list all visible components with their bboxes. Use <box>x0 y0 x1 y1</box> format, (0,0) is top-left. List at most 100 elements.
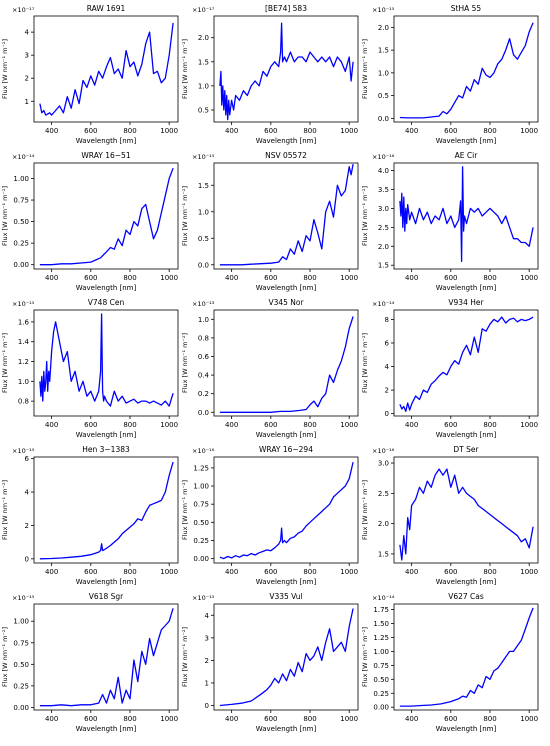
x-axis-label: Wavelength [nm] <box>436 137 497 145</box>
x-tick-label: 600 <box>84 421 97 429</box>
x-tick-label: 1000 <box>160 127 178 135</box>
y-tick-label: 2 <box>25 522 29 530</box>
y-tick-label: 0 <box>25 555 29 563</box>
x-tick-label: 1000 <box>160 274 178 282</box>
panel-title: V627 Cas <box>448 592 484 601</box>
y-tick-label: 0.75 <box>13 197 29 205</box>
series-line <box>399 607 534 707</box>
y-axis-label: Flux [W nm⁻¹ m⁻²] <box>361 186 369 246</box>
x-tick-label: 600 <box>444 421 457 429</box>
x-tick-label: 600 <box>84 127 97 135</box>
series-line <box>219 316 354 413</box>
x-axis-label: Wavelength [nm] <box>256 725 317 733</box>
y-tick-label: 4 <box>205 612 210 620</box>
series-line <box>39 461 174 560</box>
y-tick-label: 0.2 <box>198 390 209 398</box>
axes-frame <box>33 603 179 711</box>
y-multiplier: ×10⁻¹⁷ <box>12 6 35 14</box>
x-tick-label: 600 <box>264 568 277 576</box>
series-line <box>39 608 174 707</box>
x-tick-label: 400 <box>45 127 58 135</box>
y-tick-label: 0.8 <box>198 334 209 342</box>
panel-title: StHA 55 <box>451 4 482 13</box>
x-tick-label: 400 <box>225 568 238 576</box>
y-tick-label: 3.0 <box>378 460 389 468</box>
series-line <box>399 316 534 412</box>
y-multiplier: ×10⁻¹⁴ <box>12 153 35 161</box>
y-axis-label: Flux [W nm⁻¹ m⁻²] <box>181 39 189 99</box>
y-multiplier: ×10⁻¹⁵ <box>372 6 395 14</box>
x-tick-label: 400 <box>225 127 238 135</box>
y-tick-label: 1.5 <box>378 47 389 55</box>
y-axis-label: Flux [W nm⁻¹ m⁻²] <box>181 333 189 393</box>
x-tick-label: 800 <box>303 421 316 429</box>
y-tick-label: 0.75 <box>193 501 209 509</box>
y-tick-label: 0.00 <box>13 261 29 269</box>
series-line <box>399 468 534 561</box>
y-axis-label: Flux [W nm⁻¹ m⁻²] <box>181 186 189 246</box>
y-axis-label: Flux [W nm⁻¹ m⁻²] <box>1 39 9 99</box>
spectrum-panel: 400 600 800 1000 0 2 4 6 8 V934 Her ×10⁻¹⁴ Waveleng… <box>361 298 539 439</box>
y-tick-label: 4 <box>385 363 390 371</box>
y-tick-label: 1.0 <box>18 378 29 386</box>
x-tick-label: 400 <box>405 274 418 282</box>
x-tick-label: 800 <box>303 715 316 723</box>
y-tick-label: 0.5 <box>198 106 209 114</box>
x-tick-label: 1000 <box>340 421 358 429</box>
y-tick-label: 2.0 <box>378 520 389 528</box>
y-tick-label: 0.75 <box>13 639 29 647</box>
axes-frame <box>393 603 539 711</box>
y-multiplier: ×10⁻¹⁶ <box>372 447 395 455</box>
y-axis-label: Flux [W nm⁻¹ m⁻²] <box>1 333 9 393</box>
y-tick-label: 1.5 <box>198 58 209 66</box>
x-tick-label: 800 <box>123 127 136 135</box>
x-tick-label: 1000 <box>340 715 358 723</box>
y-multiplier: ×10⁻¹⁵ <box>192 153 215 161</box>
panel-title: V335 Vul <box>269 592 302 601</box>
y-tick-label: 0 <box>205 702 209 710</box>
y-tick-label: 6 <box>25 455 30 463</box>
x-tick-label: 800 <box>123 715 136 723</box>
axes-frame <box>393 309 539 417</box>
x-tick-label: 400 <box>225 274 238 282</box>
x-tick-label: 400 <box>45 568 58 576</box>
y-tick-label: 1.00 <box>13 175 29 183</box>
y-tick-label: 0.25 <box>13 240 29 248</box>
axes-frame <box>213 603 359 711</box>
y-tick-label: 0.50 <box>373 676 389 684</box>
y-tick-label: 1.75 <box>373 606 389 614</box>
panel-title: RAW 1691 <box>87 4 126 13</box>
y-tick-label: 1.4 <box>18 338 30 346</box>
y-axis-label: Flux [W nm⁻¹ m⁻²] <box>1 627 9 687</box>
y-tick-label: 0.75 <box>373 662 389 670</box>
y-tick-label: 2 <box>385 387 389 395</box>
axes-frame <box>33 309 179 417</box>
spectrum-panel: 400 600 800 1000 1.5 2.0 2.5 3.0 DT Ser ×10⁻¹⁶ Wav… <box>361 445 539 586</box>
x-tick-label: 800 <box>483 715 496 723</box>
x-tick-label: 1000 <box>520 127 538 135</box>
x-tick-label: 600 <box>264 127 277 135</box>
panel-title: Hen 3−1383 <box>82 445 130 454</box>
x-tick-label: 800 <box>123 421 136 429</box>
series-line <box>219 163 354 266</box>
x-tick-label: 600 <box>444 127 457 135</box>
y-tick-label: 0.0 <box>198 409 209 417</box>
y-tick-label: 0.8 <box>18 398 29 406</box>
y-tick-label: 3 <box>25 52 29 60</box>
x-tick-label: 1000 <box>520 421 538 429</box>
y-tick-label: 2 <box>25 75 29 83</box>
x-tick-label: 400 <box>225 421 238 429</box>
y-tick-label: 0.0 <box>198 261 209 269</box>
series-line <box>219 608 354 707</box>
x-tick-label: 400 <box>405 568 418 576</box>
y-multiplier: ×10⁻¹⁵ <box>12 594 35 602</box>
y-axis-label: Flux [W nm⁻¹ m⁻²] <box>361 39 369 99</box>
y-tick-label: 0.25 <box>13 682 29 690</box>
panel-title: V618 Sgr <box>89 592 124 601</box>
x-tick-label: 400 <box>45 274 58 282</box>
y-axis-label: Flux [W nm⁻¹ m⁻²] <box>1 480 9 540</box>
y-tick-label: 2.0 <box>198 34 209 42</box>
y-tick-label: 1.50 <box>373 620 389 628</box>
x-axis-label: Wavelength [nm] <box>256 578 317 586</box>
